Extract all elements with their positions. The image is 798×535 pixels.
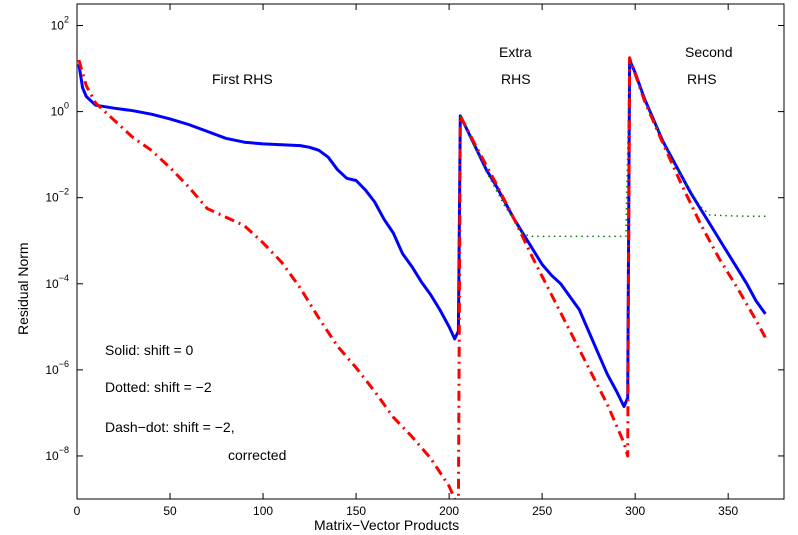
x-tick-label: 100 (253, 504, 273, 518)
series-layer (77, 56, 767, 499)
legend-dashdot-line2: corrected (228, 447, 286, 463)
legend-dotted: Dotted: shift = −2 (105, 379, 212, 395)
y-tick-label: 10−8 (45, 445, 69, 463)
y-tick-label: 100 (51, 101, 69, 119)
x-tick-label: 200 (439, 504, 459, 518)
annotation-extra-line2: RHS (501, 71, 531, 87)
legend-solid: Solid: shift = 0 (105, 342, 194, 358)
annotation-second-line2: RHS (687, 71, 717, 87)
legend-dashdot-line1: Dash−dot: shift = −2, (105, 419, 235, 435)
x-tick-label: 0 (74, 504, 81, 518)
annotation-extra-line1: Extra (499, 44, 532, 60)
plot-frame (76, 3, 785, 500)
series-dotted-line (459, 59, 766, 238)
y-axis: 102 100 10−2 10−4 10−6 10−8 (45, 15, 784, 463)
y-tick-label: 10−6 (45, 359, 69, 377)
x-tick-label: 50 (163, 504, 177, 518)
x-axis: 0 50 100 150 200 250 300 350 (74, 4, 739, 518)
series-dashdot-line (77, 56, 767, 499)
x-tick-label: 300 (625, 504, 645, 518)
y-tick-label: 10−4 (45, 273, 69, 291)
y-tick-label: 10−2 (45, 187, 69, 205)
annotation-first-rhs: First RHS (212, 71, 273, 87)
x-tick-label: 250 (532, 504, 552, 518)
x-tick-label: 350 (718, 504, 738, 518)
y-axis-label: Residual Norm (15, 242, 31, 335)
x-axis-label: Matrix−Vector Products (314, 517, 459, 533)
y-tick-label: 102 (51, 15, 69, 33)
annotation-second-line1: Second (685, 44, 732, 60)
x-tick-label: 150 (346, 504, 366, 518)
